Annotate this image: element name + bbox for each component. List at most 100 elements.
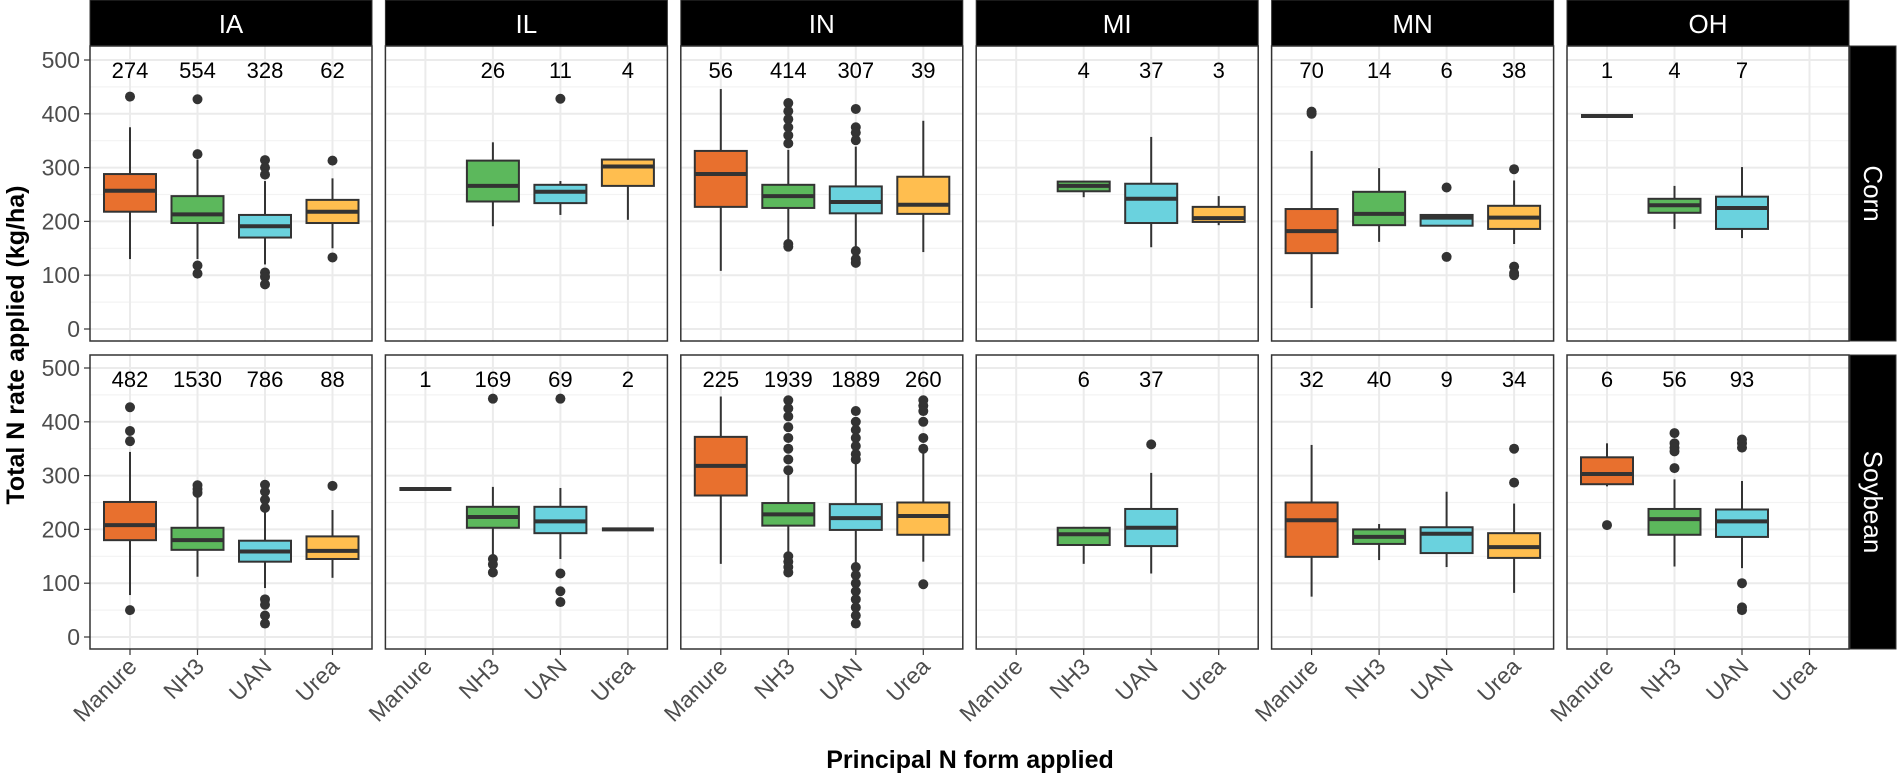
box-uan — [1124, 182, 1179, 225]
outlier-point — [783, 130, 794, 141]
x-tick-label: UAN — [1405, 653, 1458, 706]
y-tick-label: 200 — [42, 516, 80, 542]
panel-background — [1271, 46, 1554, 341]
outlier-point — [850, 594, 861, 605]
outlier-point — [850, 602, 861, 613]
strip-IL — [384, 0, 668, 47]
count-label: 554 — [179, 58, 216, 83]
x-tick-label: UAN — [519, 653, 572, 706]
x-tick-label: UAN — [1701, 653, 1754, 706]
box-manure — [693, 149, 748, 208]
count-label: 11 — [549, 58, 572, 83]
count-label: 1 — [1601, 58, 1613, 83]
outlier-point — [1441, 182, 1452, 193]
panel-border — [1566, 354, 1850, 650]
x-tick-label: Urea — [586, 653, 640, 707]
strip-label-OH: OH — [1689, 9, 1728, 39]
outlier-point — [555, 393, 566, 404]
outlier-point — [783, 443, 794, 454]
y-tick-label: 0 — [67, 624, 80, 650]
panel-border — [680, 354, 964, 650]
outlier-point — [1509, 270, 1520, 281]
x-tick-label: UAN — [224, 653, 277, 706]
panels: IA IL IN MI MN OH Corn Soybean 0 100 200 300 400 500 0… — [42, 0, 1897, 727]
outlier-point — [850, 586, 861, 597]
outlier-point — [783, 98, 794, 109]
count-label: 34 — [1502, 367, 1526, 392]
outlier-point — [918, 406, 929, 417]
outlier-point — [125, 605, 135, 616]
x-axis-title: Principal N form applied — [826, 746, 1114, 774]
x-tick-label: Manure — [659, 653, 733, 727]
strip-label-IA: IA — [219, 9, 244, 39]
x-tick-label: NH3 — [454, 653, 505, 704]
count-label: 7 — [1736, 58, 1748, 83]
outlier-point — [125, 436, 135, 447]
outlier-point — [783, 411, 794, 422]
y-tick-label: 300 — [42, 155, 80, 181]
outlier-point — [192, 94, 203, 105]
outlier-point — [1737, 442, 1747, 453]
y-tick-label: 0 — [67, 316, 80, 342]
outlier-point — [555, 568, 566, 579]
outlier-point — [783, 465, 794, 476]
count-label: 414 — [770, 58, 807, 83]
box-manure — [1580, 456, 1634, 486]
x-tick-label: Manure — [1250, 653, 1324, 727]
panel-border — [975, 45, 1259, 342]
outlier-point — [850, 103, 861, 114]
outlier-point — [260, 479, 270, 490]
outlier-point — [1602, 520, 1612, 531]
x-tick-label: Urea — [290, 653, 344, 707]
x-tick-label: Urea — [1472, 653, 1526, 707]
outlier-point — [783, 432, 794, 443]
box-uan — [1715, 195, 1769, 230]
count-label: 2 — [622, 367, 634, 392]
strip-soybean — [1849, 354, 1897, 650]
strip-label-soybean: Soybean — [1858, 451, 1888, 554]
y-tick-label: 500 — [42, 47, 80, 73]
strip-IA — [89, 0, 373, 47]
outlier-point — [783, 138, 794, 149]
count-label: 4 — [622, 58, 634, 83]
count-label: 62 — [320, 58, 344, 83]
outlier-point — [783, 403, 794, 414]
box-nh3 — [1056, 526, 1111, 547]
outlier-point — [918, 579, 929, 590]
outlier-point — [783, 114, 794, 125]
box-nh3 — [1647, 507, 1702, 536]
outlier-point — [487, 559, 498, 570]
box-manure — [103, 173, 157, 213]
outlier-point — [125, 91, 135, 102]
box-nh3 — [465, 159, 520, 203]
panel-border — [89, 354, 373, 650]
outlier-point — [192, 487, 203, 498]
count-label: 3 — [1213, 58, 1225, 83]
y-tick-label: 100 — [42, 262, 80, 288]
panel-border — [384, 354, 669, 650]
outlier-point — [192, 268, 203, 279]
outlier-point — [1146, 439, 1157, 450]
strip-MI — [975, 0, 1259, 47]
count-label: 4 — [1668, 58, 1680, 83]
y-tick-label: 400 — [42, 409, 80, 435]
outlier-point — [487, 393, 498, 404]
outlier-point — [260, 155, 270, 166]
count-label: 69 — [548, 367, 572, 392]
count-label: 39 — [911, 58, 935, 83]
outlier-point — [850, 245, 861, 256]
outlier-point — [850, 135, 861, 146]
count-label: 14 — [1367, 58, 1391, 83]
outlier-point — [260, 502, 270, 513]
box-manure — [1284, 501, 1339, 558]
count-label: 4 — [1078, 58, 1090, 83]
outlier-point — [327, 155, 338, 166]
outlier-point — [850, 570, 861, 581]
outlier-point — [850, 424, 861, 435]
outlier-point — [850, 257, 861, 268]
strip-label-corn: Corn — [1858, 165, 1888, 221]
outlier-point — [850, 416, 861, 427]
outlier-point — [783, 422, 794, 433]
outlier-point — [260, 610, 270, 621]
panel-background — [1567, 46, 1849, 341]
